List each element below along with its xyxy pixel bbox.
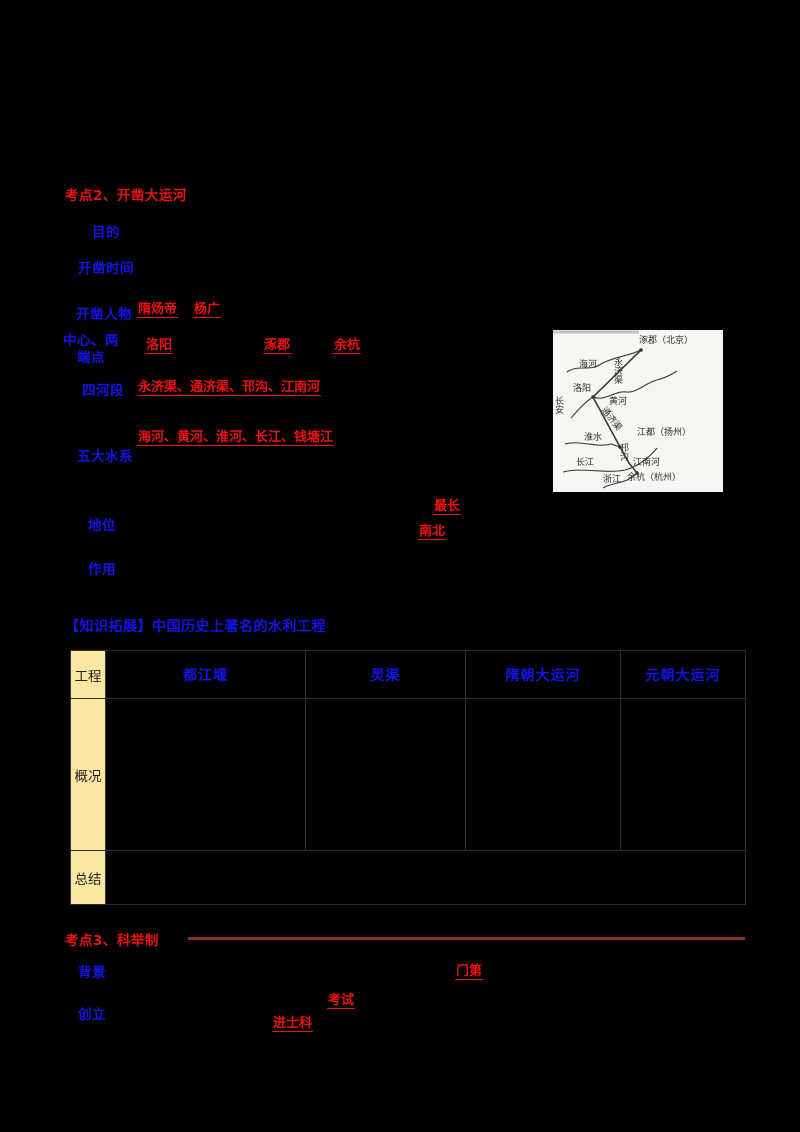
table-summary-row: 总结	[70, 850, 746, 905]
river-haihe-line	[566, 349, 642, 373]
answer-person-1: 隋炀帝	[137, 302, 179, 319]
table-col-dujiangyan: 都江堰	[105, 650, 306, 699]
label-function: 作用	[88, 562, 116, 578]
table-col-sui-canal: 隋朝大运河	[465, 650, 621, 699]
label-dig-person: 开凿人物	[76, 307, 132, 323]
map-label-huaishui: 淮水	[584, 431, 602, 443]
table-row-label-summary: 总结	[70, 850, 106, 905]
table-section-heading: 【知识拓展】中国历史上著名的水利工程	[65, 619, 326, 635]
map-label-haihe: 海河	[579, 358, 597, 370]
table-col-yuan-canal: 元朝大运河	[620, 650, 746, 699]
map-label-changjiang: 长江	[576, 456, 594, 468]
answer-creation-exam: 考试	[327, 993, 356, 1010]
map-label-zhejiang: 浙江	[603, 473, 621, 485]
label-five-rivers: 五大水系	[77, 449, 133, 465]
node-zhuojun	[639, 348, 643, 352]
map-label-tongjiqu: 通济渠	[599, 404, 625, 433]
answer-four-segments: 永济渠、通济渠、邗沟、江南河	[137, 380, 322, 397]
overview-cell-yuan-canal	[620, 698, 746, 851]
answer-south-yuhang: 余杭	[333, 338, 362, 355]
map-label-hangou: 邗沟	[618, 443, 629, 462]
map-label-jiangdu: 江都（扬州）	[637, 426, 691, 438]
node-yuhang	[635, 471, 639, 475]
section-heading-canal: 考点2、开凿大运河	[65, 188, 187, 204]
answer-status-northsouth: 南北	[418, 524, 447, 541]
heading-rule-line	[188, 937, 745, 940]
map-label-zhuojun: 涿郡（北京）	[639, 334, 693, 346]
label-purpose: 目的	[92, 225, 120, 241]
map-label-changan: 长安	[553, 395, 564, 415]
answer-five-rivers: 海河、黄河、淮河、长江、钱塘江	[137, 430, 335, 447]
map-label-jiangnanhe: 江南河	[633, 456, 660, 468]
summary-cell	[105, 850, 746, 905]
section-heading-keju: 考点3、科举制	[65, 933, 159, 949]
map-label-yuhang: 余杭（杭州）	[627, 471, 681, 483]
map-label-huanghe: 黄河	[609, 395, 627, 407]
answer-north-zhuojun: 涿郡	[263, 338, 292, 355]
node-luoyang	[591, 395, 595, 399]
overview-cell-lingqu	[305, 698, 466, 851]
label-background: 背景	[78, 965, 106, 981]
overview-cell-sui-canal	[465, 698, 621, 851]
label-creation: 创立	[78, 1007, 106, 1023]
changan-road-line	[570, 396, 594, 419]
answer-center-luoyang: 洛阳	[145, 338, 174, 355]
answer-person-2: 杨广	[193, 302, 222, 319]
node-jiangdu	[618, 445, 622, 449]
table-corner-cell: 工程	[70, 650, 106, 699]
table-overview-row: 概况	[70, 698, 746, 851]
river-huanghe-line	[592, 370, 678, 399]
grand-canal-map-drawing: 涿郡（北京） 海河 永济渠 洛阳 长安 黄河 通济渠 淮水 江都（扬州） 邗沟 …	[553, 330, 693, 489]
grand-canal-map: 涿郡（北京） 海河 永济渠 洛阳 长安 黄河 通济渠 淮水 江都（扬州） 邗沟 …	[553, 330, 723, 492]
map-label-luoyang: 洛阳	[573, 382, 591, 394]
table-header-row: 工程 都江堰 灵渠 隋朝大运河 元朝大运河	[70, 650, 746, 699]
label-dig-time: 开凿时间	[78, 261, 134, 277]
river-huaishui-line	[564, 442, 621, 448]
river-changjiang-line	[562, 447, 658, 473]
table-col-lingqu: 灵渠	[305, 650, 466, 699]
overview-cell-dujiangyan	[105, 698, 306, 851]
river-zhejiang-line	[602, 472, 638, 489]
answer-background-menDi: 门第	[455, 964, 484, 981]
answer-status-longest: 最长	[433, 499, 462, 516]
table-row-label-overview: 概况	[70, 698, 106, 851]
answer-creation-jinshi: 进士科	[272, 1016, 314, 1033]
label-status: 地位	[88, 518, 116, 534]
label-four-segments: 四河段	[82, 383, 124, 399]
map-label-yongjiqu: 永济渠	[612, 356, 623, 385]
label-center-endpoints: 中心、两端点	[63, 333, 119, 366]
water-projects-table: 工程 都江堰 灵渠 隋朝大运河 元朝大运河 概况 总结	[70, 650, 746, 905]
